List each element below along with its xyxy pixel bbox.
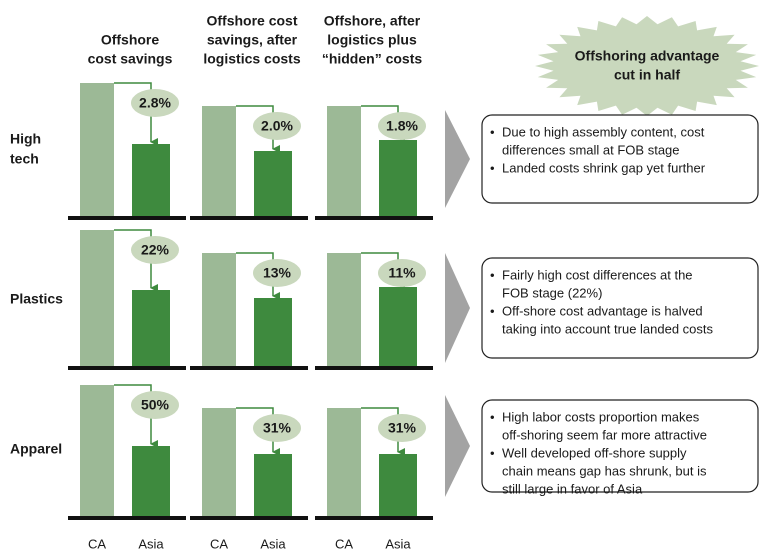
gap-bracket (114, 229, 158, 292)
bar-label: Asia (138, 536, 164, 551)
ca-bar (327, 253, 361, 368)
bullet-dot: • (490, 160, 495, 175)
row-label: tech (10, 151, 39, 167)
baseline (315, 216, 433, 220)
bar-label: Asia (385, 536, 411, 551)
savings-label: 31% (388, 420, 417, 436)
column-header: cost savings (88, 51, 173, 67)
savings-bubble (131, 89, 179, 117)
bullet-text: Due to high assembly content, cost (502, 124, 705, 139)
savings-bubble (253, 414, 301, 442)
asia-bar (132, 446, 170, 518)
column-header: logistics plus (327, 32, 417, 48)
baseline (68, 366, 186, 370)
savings-bubble (131, 391, 179, 419)
ca-bar (202, 408, 236, 518)
savings-label: 22% (141, 242, 170, 258)
bullet-dot: • (490, 303, 495, 318)
baseline (68, 516, 186, 520)
baseline (190, 216, 308, 220)
savings-label: 2.8% (139, 95, 171, 111)
summary-box (481, 257, 759, 359)
asia-bar (254, 151, 292, 218)
bullet-text: Well developed off-shore supply (502, 445, 687, 460)
bullet-dot: • (490, 445, 495, 460)
savings-label: 1.8% (386, 118, 418, 134)
summary-box (481, 399, 759, 493)
baseline (315, 516, 433, 520)
callout-text: Offshoring advantage (575, 48, 720, 64)
bullet-text: Off-shore cost advantage is halved (502, 303, 703, 318)
column-header: Offshore (101, 32, 160, 48)
bullet-text: still large in favor of Asia (502, 481, 643, 496)
asia-bar (379, 454, 417, 518)
row-label: Apparel (10, 441, 62, 457)
ca-bar (80, 230, 114, 368)
savings-bubble (378, 414, 426, 442)
asia-bar (254, 298, 292, 368)
ca-bar (80, 83, 114, 218)
column-header: “hidden” costs (322, 51, 423, 67)
bullet-text: differences small at FOB stage (502, 142, 680, 157)
column-header: Offshore, after (324, 13, 421, 29)
bar-label: CA (335, 536, 353, 551)
savings-bubble (253, 259, 301, 287)
bullet-text: chain means gap has shrunk, but is (502, 463, 707, 478)
bullet-dot: • (490, 124, 495, 139)
bullet-text: Landed costs shrink gap yet further (502, 160, 706, 175)
ca-bar (327, 106, 361, 218)
ca-bar (327, 408, 361, 518)
ca-bar (80, 385, 114, 518)
savings-bubble (378, 259, 426, 287)
savings-label: 13% (263, 265, 292, 281)
savings-label: 31% (263, 420, 292, 436)
callout-text: cut in half (614, 67, 680, 83)
bullet-text: FOB stage (22%) (502, 285, 602, 300)
bullet-text: Fairly high cost differences at the (502, 267, 693, 282)
flow-arrow (445, 110, 470, 208)
bullet-text: off-shoring seem far more attractive (502, 427, 707, 442)
ca-bar (202, 106, 236, 218)
bullet-text: High labor costs proportion makes (502, 409, 700, 424)
savings-bubble (253, 112, 301, 140)
bullet-dot: • (490, 409, 495, 424)
savings-label: 11% (388, 265, 416, 281)
asia-bar (254, 454, 292, 518)
savings-label: 2.0% (261, 118, 293, 134)
gap-bracket (114, 384, 158, 448)
baseline (190, 516, 308, 520)
savings-bubble (131, 236, 179, 264)
row-label: High (10, 131, 41, 147)
baseline (190, 366, 308, 370)
savings-label: 50% (141, 397, 170, 413)
column-header: logistics costs (203, 51, 300, 67)
bar-label: CA (210, 536, 228, 551)
bar-label: Asia (260, 536, 286, 551)
row-label: Plastics (10, 291, 63, 307)
bullet-dot: • (490, 267, 495, 282)
baseline (68, 216, 186, 220)
savings-bubble (378, 112, 426, 140)
column-header: savings, after (207, 32, 298, 48)
asia-bar (379, 287, 417, 368)
gap-bracket (114, 82, 158, 146)
asia-bar (379, 140, 417, 218)
bar-label: CA (88, 536, 106, 551)
flow-arrow (445, 395, 470, 497)
column-header: Offshore cost (206, 13, 297, 29)
summary-box (481, 114, 759, 204)
flow-arrow (445, 253, 470, 363)
ca-bar (202, 253, 236, 368)
bullet-text: taking into account true landed costs (502, 321, 714, 336)
callout-burst (535, 16, 759, 116)
asia-bar (132, 144, 170, 218)
asia-bar (132, 290, 170, 368)
baseline (315, 366, 433, 370)
